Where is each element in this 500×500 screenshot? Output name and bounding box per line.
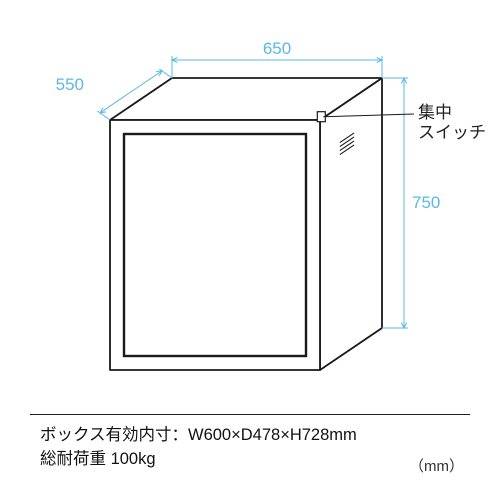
spec-line-1: ボックス有効内寸：W600×D478×H728mm	[40, 424, 357, 448]
dim-depth: 550	[56, 75, 84, 94]
unit-label: （mm）	[409, 455, 464, 476]
spec-text: ボックス有効内寸：W600×D478×H728mm 総耐荷重 100kg	[40, 424, 357, 472]
dim-width: 650	[263, 39, 291, 58]
spec-line-2: 総耐荷重 100kg	[40, 448, 357, 472]
diagram-container: 650 550 750 集中スイッチ ボックス有効内寸：W600×D478×H728m…	[0, 0, 500, 500]
annotation-line1: 集中	[418, 103, 452, 122]
annotation-line2: スイッチ	[418, 123, 486, 142]
dim-height: 750	[412, 193, 440, 212]
divider	[30, 414, 470, 415]
